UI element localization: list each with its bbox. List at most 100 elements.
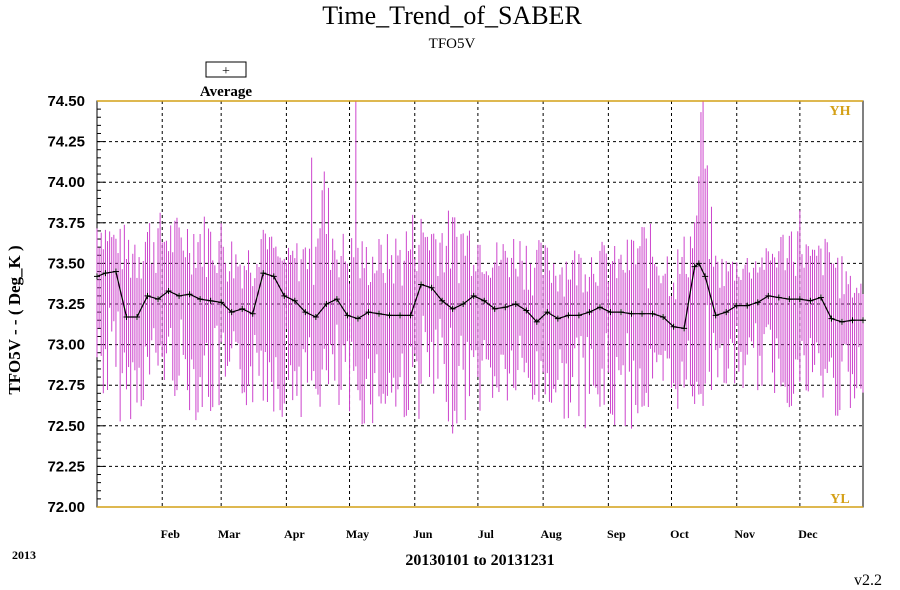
average-point (112, 268, 119, 275)
daily-range-bars (96, 101, 864, 434)
average-point (481, 297, 488, 304)
limit-lines (97, 100, 863, 508)
y-tick-label: 74.00 (47, 174, 85, 191)
y-tick-label: 73.75 (47, 215, 85, 232)
average-point (607, 309, 614, 316)
average-point (176, 292, 183, 299)
y-tick-label: 72.00 (47, 499, 85, 516)
average-point (691, 263, 698, 270)
x-tick-label: Feb (161, 527, 181, 541)
average-point (712, 312, 719, 319)
x-tick-label: Aug (540, 527, 561, 541)
average-point (744, 302, 751, 309)
average-point (639, 310, 646, 317)
average-point (344, 312, 351, 319)
average-point (765, 292, 772, 299)
average-point (249, 310, 256, 317)
average-point (554, 315, 561, 322)
upper-limit-label: YH (830, 104, 851, 119)
average-point (94, 273, 100, 280)
legend-label: Average (200, 84, 253, 100)
average-point (144, 292, 151, 299)
average-point (102, 270, 109, 277)
average-point (533, 318, 540, 325)
average-point (428, 284, 435, 291)
average-point (565, 312, 572, 319)
y-tick-label: 74.25 (47, 134, 85, 151)
average-point (775, 294, 782, 301)
y-tick-label: 72.75 (47, 377, 85, 394)
average-point (133, 313, 140, 320)
average-point (407, 312, 414, 319)
average-point (849, 317, 856, 324)
average-point (786, 296, 793, 303)
average-point (470, 292, 477, 299)
average-point (449, 305, 456, 312)
x-tick-label: Jul (478, 527, 495, 541)
legend-marker: + (222, 64, 230, 79)
x-axis-tick-labels: Feb Mar Apr May Jun Jul Aug Sep Oct Nov Dec (161, 527, 819, 541)
average-point (418, 281, 425, 288)
average-point (312, 313, 319, 320)
average-point (333, 296, 340, 303)
x-tick-label: Oct (670, 527, 689, 541)
legend-marker-box (205, 61, 247, 78)
y-tick-label: 74.50 (47, 93, 85, 110)
average-point (386, 312, 393, 319)
x-tick-label: Mar (218, 527, 241, 541)
average-point (575, 312, 582, 319)
average-point (270, 273, 277, 280)
average-point (239, 305, 246, 312)
average-point (439, 297, 446, 304)
average-point (375, 310, 382, 317)
x-tick-label: Jun (413, 527, 433, 541)
average-point (660, 313, 667, 320)
average-point (260, 270, 267, 277)
average-point (460, 301, 467, 307)
average-point (670, 323, 677, 330)
grid-lines (97, 101, 863, 507)
average-point (586, 309, 593, 316)
lower-limit-label: YL (830, 492, 849, 507)
y-axis-tick-labels: 72.00 72.25 72.50 72.75 73.00 73.25 73.50 73.75… (47, 93, 85, 516)
average-line (96, 262, 863, 330)
x-tick-label: Dec (798, 527, 818, 541)
average-point (502, 304, 509, 311)
y-axis-label: TFO5V - - ( Deg_K ) (5, 245, 24, 394)
average-point (165, 288, 172, 295)
y-tick-label: 72.25 (47, 458, 85, 475)
average-point (354, 315, 361, 322)
average-point (817, 294, 824, 301)
average-point (733, 302, 740, 309)
average-point (702, 273, 709, 280)
average-point (491, 305, 498, 312)
average-point (807, 297, 814, 304)
x-tick-label: Nov (734, 527, 755, 541)
legend: + Average (200, 61, 253, 100)
x-tick-label: May (346, 527, 369, 541)
average-point (228, 309, 235, 316)
average-point (323, 301, 330, 307)
average-point (155, 296, 162, 303)
average-point (397, 312, 404, 319)
average-point (207, 297, 214, 304)
average-point (796, 296, 803, 303)
average-point (186, 291, 193, 298)
y-tick-label: 73.25 (47, 296, 85, 313)
average-point (544, 309, 551, 316)
average-point (365, 309, 372, 316)
y-tick-label: 73.50 (47, 255, 85, 272)
average-point (828, 315, 835, 322)
average-point (860, 317, 866, 324)
average-point (723, 309, 730, 316)
average-point (617, 309, 624, 316)
chart-title: Time_Trend_of_SABER (322, 1, 582, 30)
average-point (291, 297, 298, 304)
y-tick-label: 72.50 (47, 418, 85, 435)
average-point (523, 307, 530, 314)
minor-ticks (97, 100, 105, 508)
average-point (695, 260, 702, 267)
average-point (302, 309, 309, 316)
average-point (123, 313, 130, 320)
